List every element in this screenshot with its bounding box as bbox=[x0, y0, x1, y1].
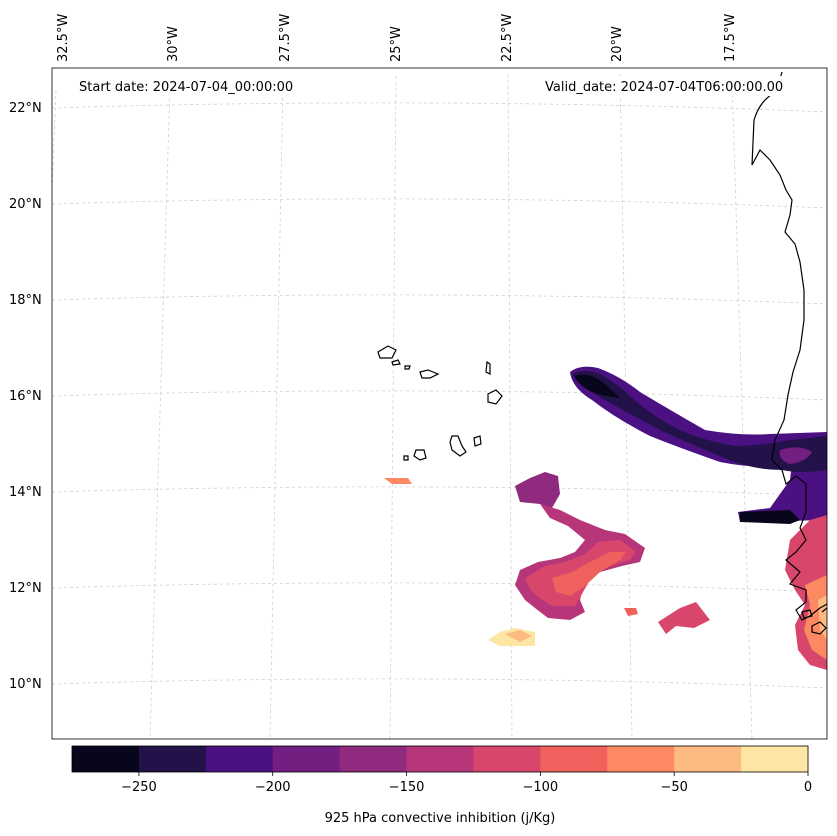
colorbar-bin bbox=[138, 746, 207, 772]
island-sao-nicolau bbox=[419, 369, 440, 379]
island-maio bbox=[473, 435, 482, 447]
colorbar-bin bbox=[339, 746, 408, 772]
map-frame bbox=[51, 67, 828, 740]
colorbar-tick-label: −100 bbox=[523, 780, 559, 795]
colorbar-tick-label: −50 bbox=[660, 780, 687, 795]
lat-labels: 22°N 20°N 18°N 16°N 14°N 12°N 10°N bbox=[9, 101, 42, 692]
colorbar-bin bbox=[72, 746, 140, 772]
lat-label: 18°N bbox=[9, 293, 42, 308]
cin-blob-purple bbox=[515, 472, 560, 508]
lon-label: 20°W bbox=[610, 26, 625, 62]
coastlines bbox=[377, 71, 828, 635]
colorbar-bin bbox=[205, 746, 274, 772]
cin-patch-1 bbox=[384, 478, 412, 484]
island-brava bbox=[403, 455, 409, 461]
island-boa-vista bbox=[487, 389, 503, 405]
cin-blob-salmon bbox=[552, 552, 626, 596]
start-date-label: Start date: 2024-07-04_00:00:00 bbox=[79, 80, 293, 95]
colorbar-bins bbox=[72, 746, 809, 772]
colorbar-bin bbox=[473, 746, 541, 772]
cin-coast-core bbox=[740, 510, 800, 524]
lat-label: 14°N bbox=[9, 485, 42, 500]
colorbar-bin bbox=[607, 746, 675, 772]
island-sao-vicente bbox=[391, 359, 401, 366]
colorbar-bin bbox=[406, 746, 474, 772]
island-sal bbox=[485, 360, 491, 375]
cin-coast-se-inner bbox=[804, 575, 827, 660]
lat-label: 12°N bbox=[9, 581, 42, 596]
cin-patch-3 bbox=[505, 630, 532, 642]
colorbar-tick-label: −250 bbox=[121, 780, 157, 795]
island-santiago bbox=[449, 435, 467, 457]
cin-coast-band bbox=[779, 447, 812, 464]
map-panel bbox=[51, 67, 828, 740]
island-santa-luzia bbox=[404, 365, 411, 370]
lon-label: 32.5°W bbox=[56, 14, 71, 62]
lon-label: 22.5°W bbox=[500, 14, 515, 62]
lon-label: 27.5°W bbox=[278, 14, 293, 62]
graticule bbox=[51, 73, 828, 740]
island-santo-antao bbox=[377, 345, 397, 359]
cin-patch-5 bbox=[624, 608, 638, 616]
lat-label: 20°N bbox=[9, 197, 42, 212]
cin-plume-mid bbox=[572, 371, 827, 472]
lon-label: 30°W bbox=[166, 26, 181, 62]
colorbar-bin bbox=[272, 746, 341, 772]
cin-plume-core bbox=[574, 374, 620, 398]
lon-label: 25°W bbox=[389, 26, 404, 62]
lat-label: 22°N bbox=[9, 101, 42, 116]
colorbar-tick-label: −200 bbox=[255, 780, 291, 795]
cin-contours bbox=[384, 366, 827, 670]
colorbar-tick-label: 0 bbox=[804, 780, 812, 795]
colorbar-ticks: −250 −200 −150 −100 −50 0 bbox=[121, 772, 812, 795]
colorbar-bin bbox=[741, 746, 809, 772]
cin-patch-4 bbox=[658, 602, 710, 634]
start-date-bg bbox=[74, 76, 314, 96]
colorbar-frame bbox=[71, 745, 809, 773]
lat-label: 16°N bbox=[9, 389, 42, 404]
lat-label: 10°N bbox=[9, 677, 42, 692]
colorbar-title: 925 hPa convective inhibition (j/Kg) bbox=[325, 811, 556, 826]
africa-coastline bbox=[751, 71, 828, 621]
colorbar-bin bbox=[674, 746, 742, 772]
colorbar-bin bbox=[540, 746, 608, 772]
colorbar-tick-label: −150 bbox=[389, 780, 425, 795]
lon-labels: 32.5°W 30°W 27.5°W 25°W 22.5°W 20°W 17.5… bbox=[56, 14, 738, 62]
island-fogo bbox=[413, 449, 427, 461]
valid-date-bg bbox=[540, 76, 804, 96]
bijagos-islands bbox=[801, 607, 828, 635]
valid-date-label: Valid_date: 2024-07-04T06:00:00.00 bbox=[545, 80, 783, 95]
lon-label: 17.5°W bbox=[723, 14, 738, 62]
colorbar: −250 −200 −150 −100 −50 0 925 hPa convective … bbox=[71, 745, 812, 826]
